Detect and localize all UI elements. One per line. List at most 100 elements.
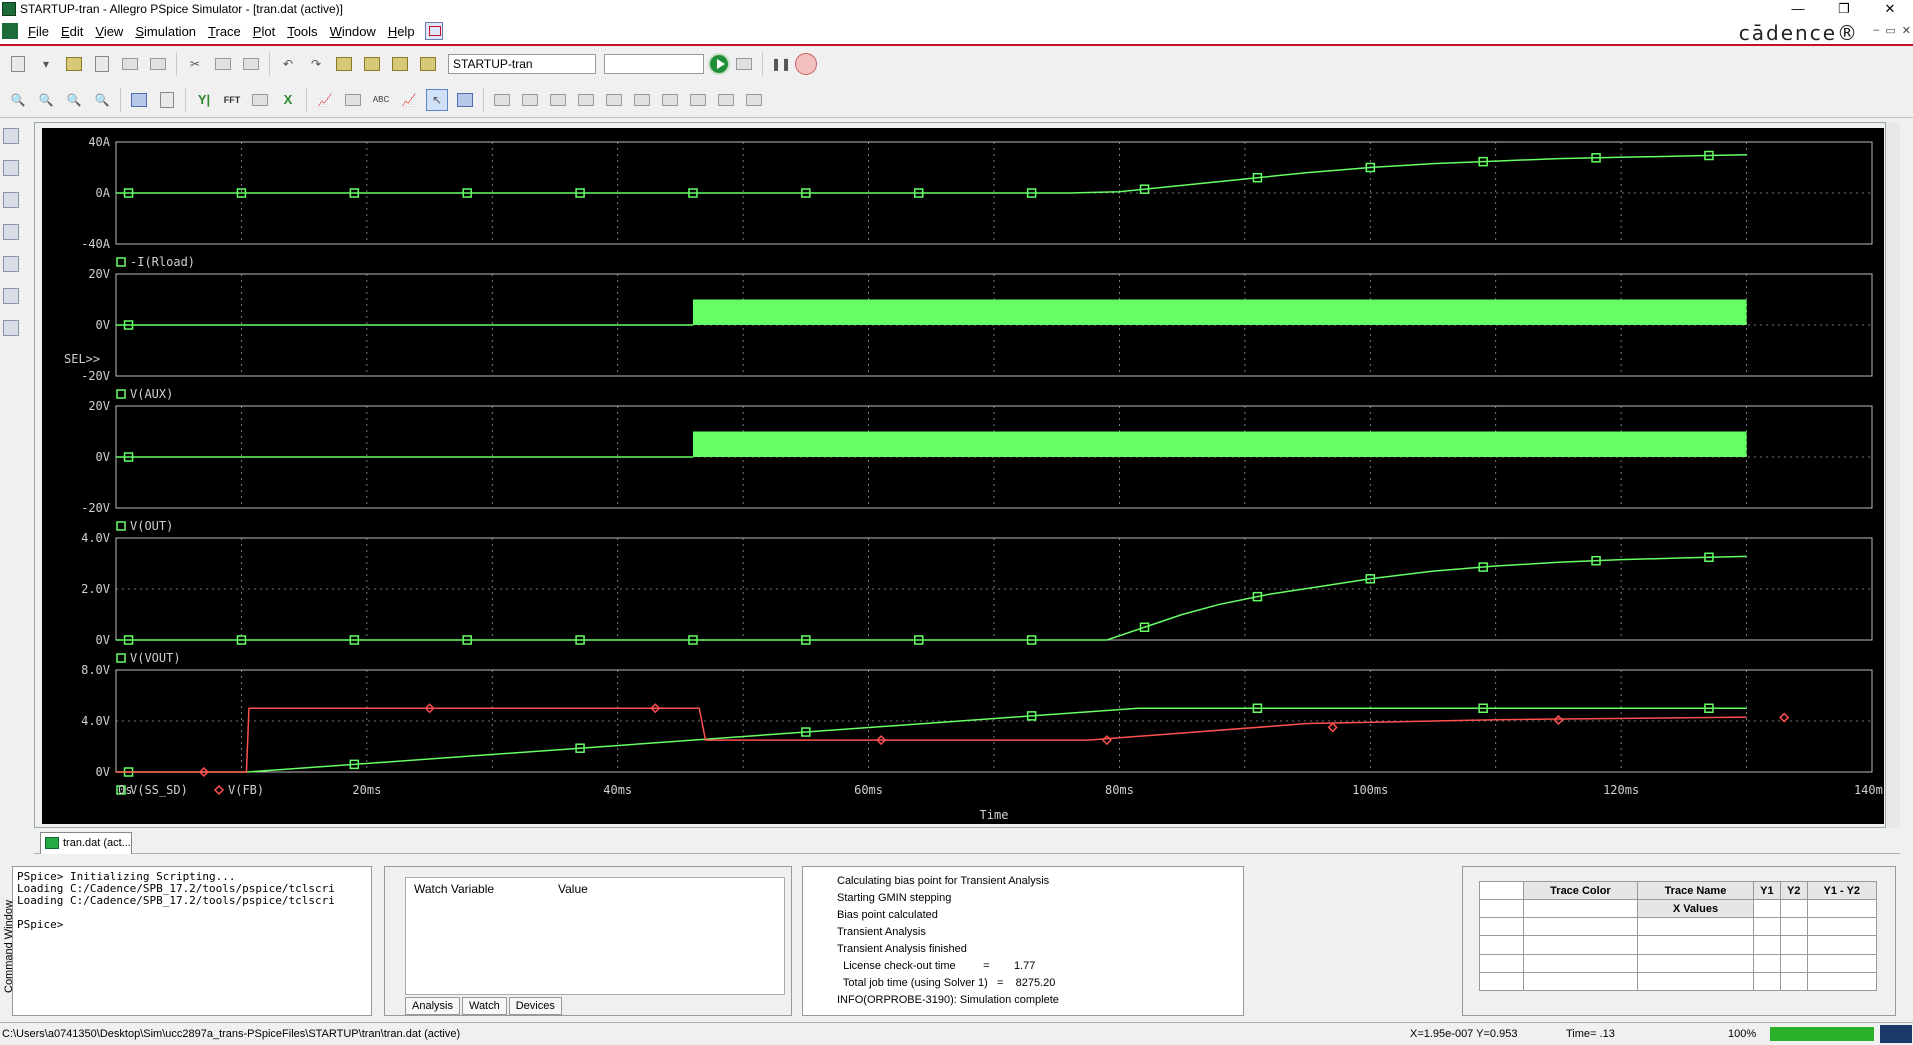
add-plot-icon[interactable] (3, 256, 19, 272)
tab-devices[interactable]: Devices (508, 997, 562, 1015)
simulation-profile-combo[interactable] (448, 54, 596, 74)
watch-variable-header[interactable]: Watch Variable (414, 882, 495, 896)
trace-i-rload-marker (1252, 172, 1263, 183)
zoom-out-button[interactable]: 🔍 (63, 89, 85, 111)
cut-button[interactable]: ✂ (184, 53, 206, 75)
output-icon (736, 58, 752, 70)
command-window-text[interactable]: PSpice> Initializing Scripting... Loadin… (17, 870, 335, 931)
restore-button[interactable]: ❐ (1838, 1, 1850, 16)
mdi-minimize-button[interactable]: – (1873, 24, 1880, 36)
probe-settings-icon[interactable] (3, 320, 19, 336)
folder-icon[interactable] (3, 160, 19, 176)
log-line: INFO(ORPROBE-3190): Simulation complete (837, 994, 1059, 1006)
new-dropdown-button[interactable]: ▾ (35, 53, 57, 75)
select-cursor-button[interactable]: ↖ (426, 88, 448, 111)
stop-simulation-button[interactable] (795, 53, 817, 75)
menu-help[interactable]: Help (382, 24, 421, 39)
document-menu-icon[interactable] (2, 23, 18, 39)
minimize-button[interactable]: — (1791, 1, 1805, 16)
menu-tools[interactable]: Tools (281, 24, 323, 39)
cursor-next-transition-button[interactable] (687, 89, 709, 111)
tab-watch[interactable]: Watch (461, 997, 507, 1015)
add-y-axis-button[interactable]: Y| (197, 92, 211, 107)
comment-icon[interactable] (3, 128, 19, 144)
trace-i-rload-marker (913, 188, 924, 198)
menu-simulation[interactable]: Simulation (129, 24, 202, 39)
close-button[interactable]: ✕ (1884, 1, 1896, 16)
label-text-button[interactable]: ABC (372, 95, 390, 104)
log-x-button[interactable] (156, 89, 178, 111)
y2-header[interactable]: Y2 (1779, 880, 1808, 901)
cursor-trough-button[interactable] (519, 89, 541, 111)
menu-plot[interactable]: Plot (247, 24, 281, 39)
performance-icon (252, 93, 268, 106)
run-simulation-button[interactable] (708, 53, 730, 75)
cursor-slope-button[interactable] (547, 89, 569, 111)
mdi-close-button[interactable]: ✕ (1901, 25, 1911, 37)
cursor-max-button[interactable] (603, 89, 625, 111)
x-values-header[interactable]: X Values (1636, 899, 1755, 919)
bookmark-next-button[interactable] (361, 53, 383, 75)
cursor-point-button[interactable] (631, 89, 653, 111)
fft-button[interactable]: FFT (223, 94, 241, 105)
redo-button[interactable]: ↷ (305, 53, 327, 75)
watch-table[interactable]: Watch Variable Value (405, 877, 785, 995)
probe-cursor-table[interactable]: Trace Color Trace Name Y1 Y2 Y1 - Y2 X V… (1479, 880, 1878, 992)
eval-goal-button[interactable] (342, 89, 364, 111)
plot-vertical-scrollbar[interactable] (1886, 122, 1900, 828)
edit-profile-icon[interactable] (3, 288, 19, 304)
y-tick-label: 40A (88, 135, 110, 149)
undo-button[interactable]: ↶ (277, 53, 299, 75)
menu-file[interactable]: File (22, 24, 55, 39)
new-file-button[interactable] (7, 53, 29, 75)
netlist-icon[interactable] (3, 192, 19, 208)
pause-button[interactable]: ❚❚ (770, 53, 792, 75)
cursor-prev-transition-button[interactable] (715, 89, 737, 111)
simulation-selector-combo[interactable] (604, 54, 704, 74)
zoom-fit-button[interactable]: 🔍 (7, 89, 29, 111)
waveform-plot[interactable]: 40A 0A -40A -I(Rload) 20V 0V -20V V(AUX) 20V 0V -2… (42, 128, 1884, 824)
menu-tools-label: ools (293, 23, 318, 39)
bookmark-prev-button[interactable] (389, 53, 411, 75)
command-window[interactable]: PSpice> Initializing Scripting... Loadin… (12, 866, 372, 1016)
copy-button[interactable] (212, 53, 234, 75)
x-axis-settings-button[interactable]: X (283, 92, 293, 107)
y1-y2-header[interactable]: Y1 - Y2 (1806, 880, 1878, 901)
cursor-min-button[interactable] (575, 89, 597, 111)
zoom-in-button[interactable]: 🔍 (35, 89, 57, 111)
pspice-app-icon[interactable] (2, 2, 16, 16)
cursor-peak-button[interactable] (491, 89, 513, 111)
tab-analysis[interactable]: Analysis (405, 997, 460, 1015)
simulation-output-pane[interactable]: Calculating bias point for Transient Ana… (802, 866, 1244, 1016)
open-button[interactable] (63, 53, 85, 75)
view-output-button[interactable] (733, 53, 755, 75)
y1-header[interactable]: Y1 (1753, 880, 1781, 901)
legend-entry: V(FB) (228, 783, 264, 797)
waveform-svg[interactable]: 40A 0A -40A -I(Rload) 20V 0V -20V V(AUX) 20V 0V -2… (42, 128, 1884, 824)
window-arrange-icon[interactable] (424, 22, 443, 40)
mark-data-points-button[interactable] (454, 89, 476, 111)
save-button[interactable] (119, 53, 141, 75)
bookmark-button[interactable] (333, 53, 355, 75)
waveform-icon[interactable] (3, 224, 19, 240)
watch-value-header[interactable]: Value (558, 882, 588, 896)
mark-label-button[interactable] (743, 89, 765, 111)
menu-view[interactable]: View (89, 24, 129, 39)
menu-window[interactable]: Window (324, 24, 382, 39)
trace-name-header[interactable]: Trace Name (1636, 880, 1755, 901)
performance-analysis-button[interactable] (249, 89, 271, 111)
menu-edit[interactable]: Edit (55, 24, 89, 39)
cursor-search-button[interactable] (659, 89, 681, 111)
bookmark-clear-button[interactable] (417, 53, 439, 75)
mdi-restore-button[interactable]: ▭ (1885, 25, 1896, 37)
toggle-grid-button[interactable] (128, 89, 150, 111)
menu-trace[interactable]: Trace (202, 24, 247, 39)
zoom-area-button[interactable]: 🔍 (91, 89, 113, 111)
open-profile-button[interactable] (91, 53, 113, 75)
print-button[interactable] (147, 53, 169, 75)
doc-tab-tran[interactable]: tran.dat (act... (40, 832, 132, 854)
trace-color-header[interactable]: Trace Color (1523, 880, 1638, 901)
paste-button[interactable] (240, 53, 262, 75)
label-line-button[interactable]: 📈 (398, 89, 420, 111)
add-trace-button[interactable]: 📈 (314, 89, 336, 111)
